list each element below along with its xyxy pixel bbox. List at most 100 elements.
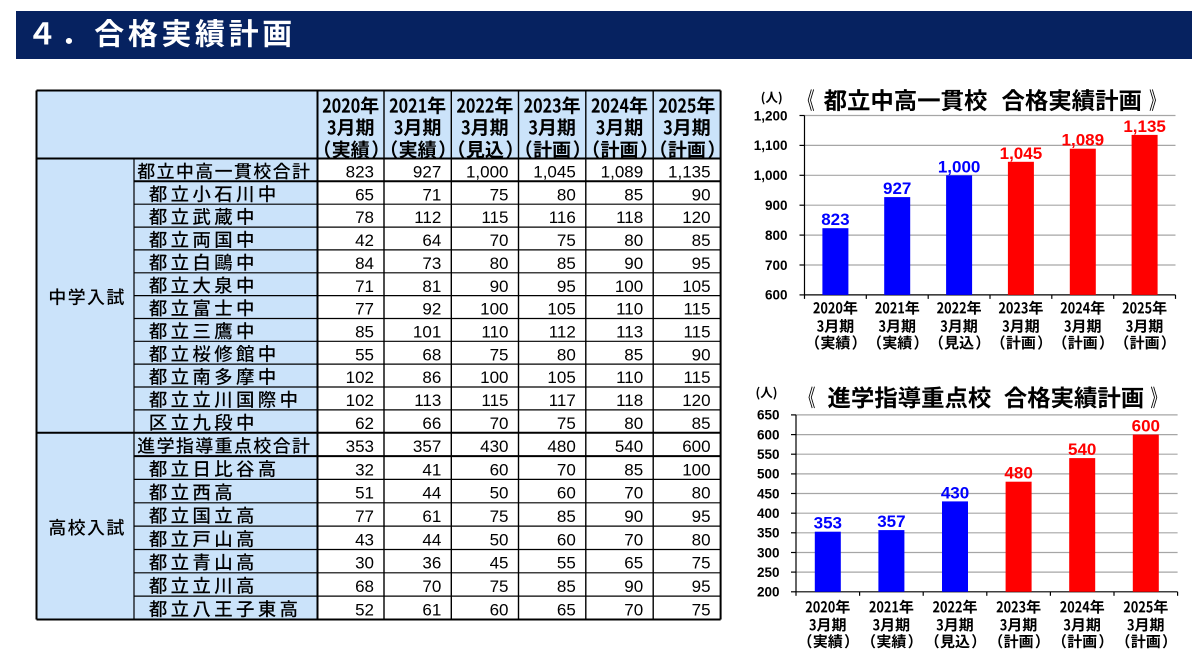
svg-text:100: 100 [480,368,508,387]
svg-text:480: 480 [547,437,575,456]
svg-text:110: 110 [481,323,508,342]
svg-text:1,000: 1,000 [754,168,788,183]
svg-text:927: 927 [413,163,441,182]
svg-text:62: 62 [355,414,374,433]
svg-text:44: 44 [422,530,441,549]
svg-text:70: 70 [624,530,643,549]
svg-text:1,089: 1,089 [1062,131,1105,150]
svg-text:115: 115 [481,391,508,410]
svg-text:1,045: 1,045 [533,163,576,182]
svg-text:60: 60 [490,600,509,619]
svg-text:110: 110 [616,368,643,387]
svg-text:61: 61 [422,600,441,619]
svg-text:600: 600 [757,427,780,442]
svg-text:70: 70 [490,231,509,250]
svg-text:75: 75 [490,507,509,526]
svg-text:1,000: 1,000 [466,163,509,182]
svg-text:350: 350 [757,526,780,541]
svg-text:112: 112 [414,208,441,227]
svg-text:540: 540 [1068,440,1096,459]
svg-text:823: 823 [346,163,374,182]
svg-text:42: 42 [355,231,374,250]
svg-text:823: 823 [821,210,849,229]
svg-text:92: 92 [422,300,441,319]
svg-text:700: 700 [765,258,788,273]
svg-text:90: 90 [692,185,711,204]
svg-text:112: 112 [549,323,576,342]
svg-text:550: 550 [757,447,780,462]
svg-text:78: 78 [355,208,374,227]
svg-text:116: 116 [549,208,576,227]
svg-text:118: 118 [616,391,643,410]
svg-text:36: 36 [422,554,441,573]
svg-text:70: 70 [557,460,576,479]
svg-text:105: 105 [547,368,575,387]
svg-text:1,000: 1,000 [938,157,981,176]
svg-text:540: 540 [615,437,643,456]
svg-text:85: 85 [692,414,711,433]
svg-text:90: 90 [692,345,711,364]
svg-text:1,100: 1,100 [754,138,788,153]
svg-text:95: 95 [692,254,711,273]
svg-text:105: 105 [682,277,710,296]
svg-text:100: 100 [682,460,710,479]
svg-text:927: 927 [883,179,911,198]
svg-text:65: 65 [355,185,374,204]
svg-text:75: 75 [490,345,509,364]
svg-text:600: 600 [682,437,710,456]
svg-text:85: 85 [624,460,643,479]
svg-text:68: 68 [355,577,374,596]
svg-text:60: 60 [490,460,509,479]
svg-text:52: 52 [355,600,374,619]
svg-text:71: 71 [422,185,441,204]
svg-text:1,135: 1,135 [1123,117,1166,136]
svg-text:77: 77 [355,507,374,526]
svg-text:115: 115 [481,208,508,227]
svg-text:95: 95 [692,577,711,596]
svg-text:80: 80 [692,484,711,503]
svg-text:45: 45 [490,554,509,573]
svg-text:65: 65 [624,554,643,573]
svg-text:113: 113 [616,323,643,342]
svg-text:80: 80 [490,254,509,273]
svg-text:115: 115 [683,368,710,387]
svg-text:102: 102 [346,368,374,387]
svg-text:600: 600 [765,288,788,303]
svg-text:357: 357 [877,512,905,531]
svg-text:113: 113 [414,391,441,410]
svg-text:70: 70 [624,484,643,503]
svg-text:60: 60 [557,484,576,503]
svg-text:71: 71 [355,277,374,296]
svg-text:55: 55 [557,554,576,573]
svg-text:85: 85 [692,231,711,250]
svg-text:86: 86 [422,368,441,387]
svg-text:500: 500 [757,467,780,482]
svg-text:900: 900 [765,198,788,213]
svg-text:95: 95 [692,507,711,526]
svg-text:85: 85 [557,507,576,526]
svg-text:75: 75 [490,577,509,596]
svg-text:650: 650 [757,408,780,423]
svg-text:75: 75 [692,554,711,573]
svg-text:51: 51 [355,484,374,503]
svg-text:800: 800 [765,228,788,243]
svg-text:50: 50 [490,530,509,549]
svg-text:430: 430 [941,483,969,502]
svg-text:250: 250 [757,565,780,580]
svg-text:90: 90 [624,254,643,273]
svg-text:84: 84 [355,254,374,273]
svg-text:80: 80 [692,530,711,549]
svg-text:600: 600 [1132,417,1160,436]
svg-text:30: 30 [355,554,374,573]
svg-text:115: 115 [683,300,710,319]
svg-text:80: 80 [624,414,643,433]
svg-text:357: 357 [413,437,441,456]
svg-text:80: 80 [624,231,643,250]
svg-text:120: 120 [682,391,710,410]
svg-text:44: 44 [422,484,441,503]
svg-text:73: 73 [422,254,441,273]
svg-text:105: 105 [547,300,575,319]
svg-text:120: 120 [682,208,710,227]
svg-text:66: 66 [422,414,441,433]
svg-text:90: 90 [490,277,509,296]
